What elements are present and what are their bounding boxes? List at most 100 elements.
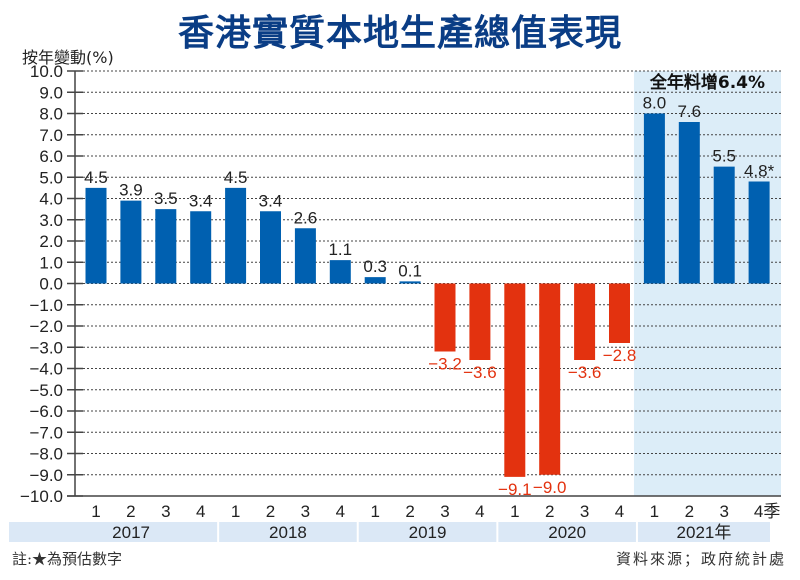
year-label: 2019 [409,523,447,542]
bar [85,187,107,284]
bar [609,283,630,343]
y-tick-label: −3.0 [29,338,63,357]
bar [364,277,386,284]
bar [155,209,177,284]
value-labels: 4.53.9 3.5 3.44.53.42.61.10.3 0.1−3.2 −3.6−9… [84,94,774,499]
y-tick-label: −4.0 [29,360,63,379]
bar [574,283,596,360]
y-tick-label: −8.0 [29,445,63,464]
y-axis-label: 按年變動(%) [22,48,114,67]
value-label: 3.4 [189,191,213,210]
quarter-label: 4 [336,502,345,521]
y-tick-label: 8.0 [39,105,63,124]
value-label: −2.8 [603,346,637,365]
y-tick-label: −6.0 [29,402,63,421]
year-label: 2020 [548,523,586,542]
bar [748,181,770,284]
y-tick-label: −9.0 [29,466,63,485]
value-label: 3.5 [154,189,178,208]
value-label: 8.0 [643,94,667,113]
bar [294,228,316,284]
quarter-label: 3 [440,502,449,521]
value-label: 1.1 [328,240,352,259]
value-label: 0.3 [363,257,387,276]
chart-title: 香港實質本地生產總值表現 [177,13,622,54]
y-tick-label: 6.0 [39,147,63,166]
y-tick-label: −1.0 [29,296,63,315]
value-label: 7.6 [677,102,701,121]
value-label: 2.6 [294,208,318,227]
y-tick-label: 3.0 [39,211,63,230]
quarter-label: 1 [510,502,519,521]
quarter-label: 2 [685,502,694,521]
bar [504,283,526,477]
bar [120,200,142,284]
footnote: 註:★為預估數字 [12,550,123,568]
bar [539,283,561,475]
value-label: 5.5 [712,147,736,166]
value-label: −3.6 [463,363,497,382]
highlight-label: 全年料增6.4% [649,72,765,93]
quarter-label: 1 [91,502,100,521]
source-credit: 資料來源；政府統計處 [615,550,786,568]
y-tick-label: −7.0 [29,423,63,442]
value-label: −3.6 [568,363,602,382]
x-axis: 1 2 3 4 1 2 3 4 1 2 3 4 1 2 3 4 1 2 3 4季 2017 2018 2019 2020 202… [9,502,780,542]
quarter-label: 1 [650,502,659,521]
bar [678,122,700,284]
year-band [358,522,497,542]
bar [329,260,351,284]
y-tick-label: −5.0 [29,381,63,400]
y-tick-label: 2.0 [39,232,63,251]
bar [643,113,665,284]
y-tick-label: −10.0 [20,487,63,506]
quarter-label: 3 [161,502,170,521]
quarter-label: 1 [370,502,379,521]
quarter-label: 3 [301,502,310,521]
value-label: −3.2 [428,355,462,374]
y-tick-label: 9.0 [39,83,63,102]
y-axis: 10.0 9.0 8.0 7.0 6.0 5.0 4.0 3.0 2.0 1.0 0.0 −1.0 −2… [20,62,781,506]
bar [225,187,247,284]
year-band [498,522,636,542]
y-tick-label: −2.0 [29,317,63,336]
year-band [9,522,218,542]
y-tick-label: 10.0 [30,62,63,81]
y-tick-label: 7.0 [39,126,63,145]
quarter-label: 4 [615,502,624,521]
quarter-label: 2 [545,502,554,521]
quarter-label: 4 [475,502,484,521]
quarter-label: 2 [126,502,135,521]
year-band [637,522,770,542]
y-tick-label: 1.0 [39,253,63,272]
year-label: 2021年 [677,523,732,542]
value-label: 4.8* [744,162,775,181]
value-label: −9.0 [533,478,567,497]
quarter-label: 2 [405,502,414,521]
y-tick-label: 0.0 [39,275,63,294]
quarter-label: 4季 [754,502,780,521]
quarter-label: 4 [196,502,205,521]
value-label: 3.9 [119,181,143,200]
year-label: 2017 [112,523,150,542]
bar [190,211,212,284]
y-tick-label: 4.0 [39,190,63,209]
value-label: 4.5 [224,168,248,187]
quarter-label: 3 [580,502,589,521]
bar [469,283,491,360]
value-label: 4.5 [84,168,108,187]
bar [399,281,421,284]
quarter-label: 3 [719,502,728,521]
value-label: 3.4 [259,191,283,210]
year-band [219,522,357,542]
value-label: 0.1 [398,261,422,280]
y-tick-label: 5.0 [39,168,63,187]
bar [260,211,281,284]
value-label: −9.1 [498,480,532,499]
bar [434,283,456,352]
quarter-label: 1 [231,502,240,521]
bar [713,166,735,284]
quarter-label: 2 [266,502,275,521]
bars [85,113,770,477]
